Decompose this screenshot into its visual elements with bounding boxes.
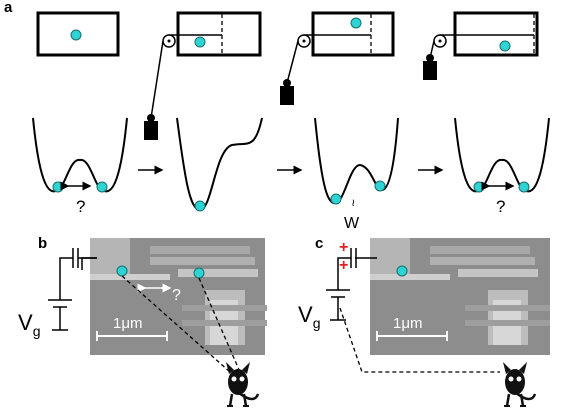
demon	[226, 362, 258, 406]
gate-circuit	[48, 248, 97, 330]
panel-label: c	[315, 235, 323, 252]
sem-image	[370, 238, 550, 355]
scale-label: 1μm	[113, 315, 142, 332]
charge: +	[339, 239, 348, 256]
work-label: W	[344, 215, 360, 232]
work-tilde: ~	[346, 199, 361, 207]
engine-boxes	[38, 13, 537, 140]
question-mark: ?	[172, 287, 181, 304]
question-mark: ?	[496, 197, 505, 216]
gate-label: Vg	[18, 310, 40, 339]
demon	[503, 362, 535, 406]
scale-label: 1μm	[393, 315, 422, 332]
potential-wells	[33, 118, 549, 211]
figure: a	[0, 0, 572, 408]
gate-circuit	[326, 248, 377, 320]
gate-label: Vg	[298, 302, 320, 331]
panel-label: a	[4, 0, 13, 16]
question-mark: ?	[76, 197, 85, 216]
charge: +	[339, 257, 348, 274]
panel-label: b	[38, 235, 47, 252]
